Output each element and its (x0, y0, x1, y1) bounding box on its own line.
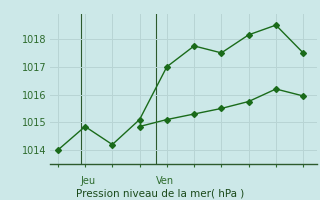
Text: Pression niveau de la mer( hPa ): Pression niveau de la mer( hPa ) (76, 188, 244, 198)
Text: Ven: Ven (156, 176, 174, 186)
Text: Jeu: Jeu (81, 176, 96, 186)
